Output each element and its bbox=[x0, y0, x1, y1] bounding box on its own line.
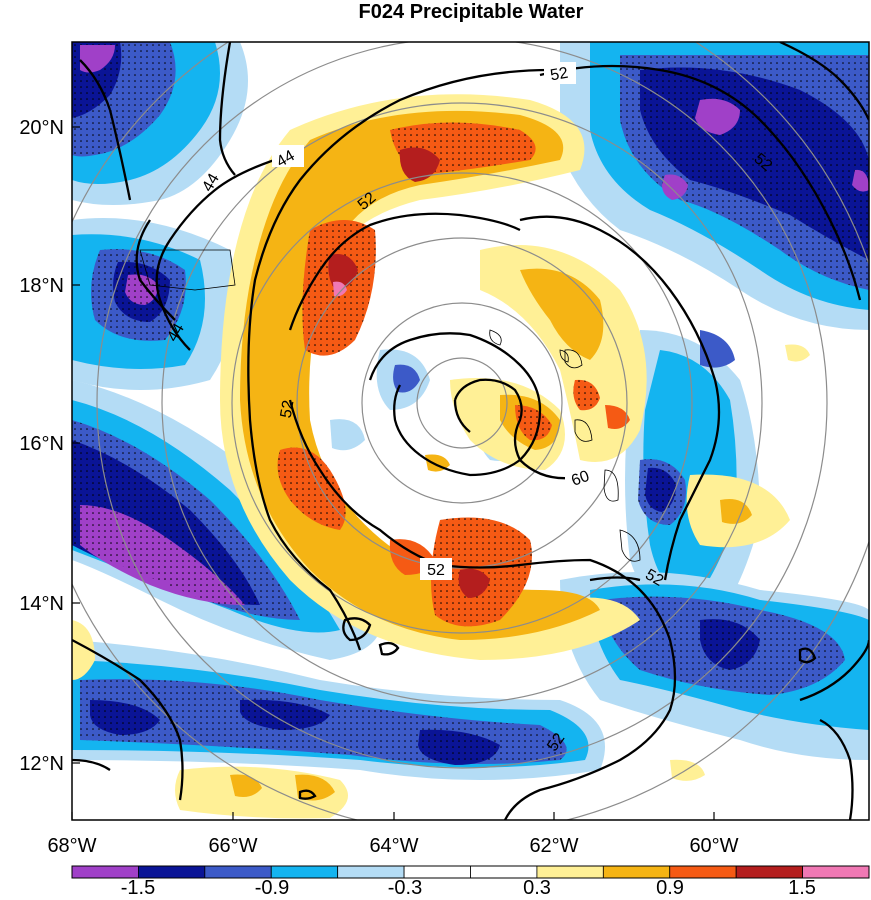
colorbar-label-m0.9: -0.9 bbox=[255, 877, 289, 899]
contour-label-44-upper: 44 bbox=[274, 147, 298, 171]
thin-outlines bbox=[139, 249, 641, 562]
lon-label-64w: 64°W bbox=[369, 835, 418, 857]
contour-label-52-right: 52 bbox=[642, 566, 666, 590]
colorbar bbox=[71, 865, 870, 879]
lat-label-12n: 12°N bbox=[19, 753, 64, 775]
lon-label-68w: 68°W bbox=[47, 835, 96, 857]
range-rings bbox=[72, 42, 869, 820]
lon-label-60w: 60°W bbox=[689, 835, 738, 857]
colorbar-label-m0.3: -0.3 bbox=[388, 877, 422, 899]
colorbar-label-0.3: 0.3 bbox=[523, 877, 551, 899]
lon-label-66w: 66°W bbox=[208, 835, 257, 857]
colorbar-label-1.5: 1.5 bbox=[788, 877, 816, 899]
latitude-labels: 20°N 18°N 16°N 14°N 12°N bbox=[19, 117, 64, 775]
negative-anomaly-west-blob bbox=[72, 218, 237, 390]
contour-label-52-lower: 52 bbox=[427, 562, 445, 579]
tick-marks bbox=[71, 126, 715, 820]
lat-label-16n: 16°N bbox=[19, 433, 64, 455]
positive-anomaly-inner bbox=[425, 245, 810, 548]
lat-label-20n: 20°N bbox=[19, 117, 64, 139]
positive-anomaly-spiral bbox=[220, 94, 640, 661]
contour-label-44-left: 44 bbox=[199, 171, 223, 195]
positive-anomaly-bottom bbox=[72, 620, 705, 819]
map-title: F024 Precipitable Water bbox=[359, 1, 584, 23]
lat-label-18n: 18°N bbox=[19, 275, 64, 297]
pw-contours bbox=[72, 42, 869, 820]
colorbar-label-m1.5: -1.5 bbox=[121, 877, 155, 899]
map-panel: 52 52 44 44 44 52 52 52 52 52 60 bbox=[72, 42, 869, 820]
negative-anomaly-top-left bbox=[72, 42, 248, 205]
lon-label-62w: 62°W bbox=[529, 835, 578, 857]
colorbar-label-0.9: 0.9 bbox=[656, 877, 684, 899]
lat-label-14n: 14°N bbox=[19, 593, 64, 615]
map-frame bbox=[71, 41, 870, 821]
longitude-labels: 68°W 66°W 64°W 62°W 60°W bbox=[47, 835, 738, 857]
contour-label-52-top: 52 bbox=[549, 65, 570, 85]
colorbar-frame bbox=[71, 865, 870, 879]
contour-label-52-left: 52 bbox=[278, 399, 298, 420]
contour-label-44-lower: 44 bbox=[164, 321, 188, 345]
colorbar-tick-labels: -1.5 -0.9 -0.3 0.3 0.9 1.5 bbox=[121, 877, 816, 899]
contour-label-60: 60 bbox=[569, 468, 592, 490]
negative-anomaly-bottom-band bbox=[72, 640, 605, 780]
